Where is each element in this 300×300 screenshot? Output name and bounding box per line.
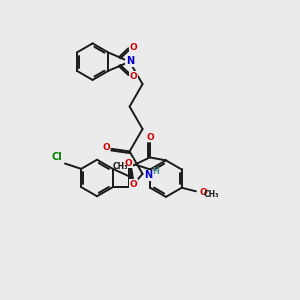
Text: Cl: Cl bbox=[52, 152, 63, 162]
Text: CH₃: CH₃ bbox=[203, 190, 219, 199]
Text: H: H bbox=[152, 167, 159, 176]
Text: N: N bbox=[145, 170, 153, 180]
Text: O: O bbox=[130, 72, 138, 81]
Text: N: N bbox=[126, 56, 134, 66]
Text: CH₃: CH₃ bbox=[113, 162, 128, 171]
Text: O: O bbox=[125, 159, 132, 168]
Text: O: O bbox=[102, 143, 110, 152]
Text: O: O bbox=[200, 188, 207, 197]
Text: O: O bbox=[130, 180, 137, 189]
Text: O: O bbox=[130, 43, 138, 52]
Text: O: O bbox=[147, 133, 154, 142]
